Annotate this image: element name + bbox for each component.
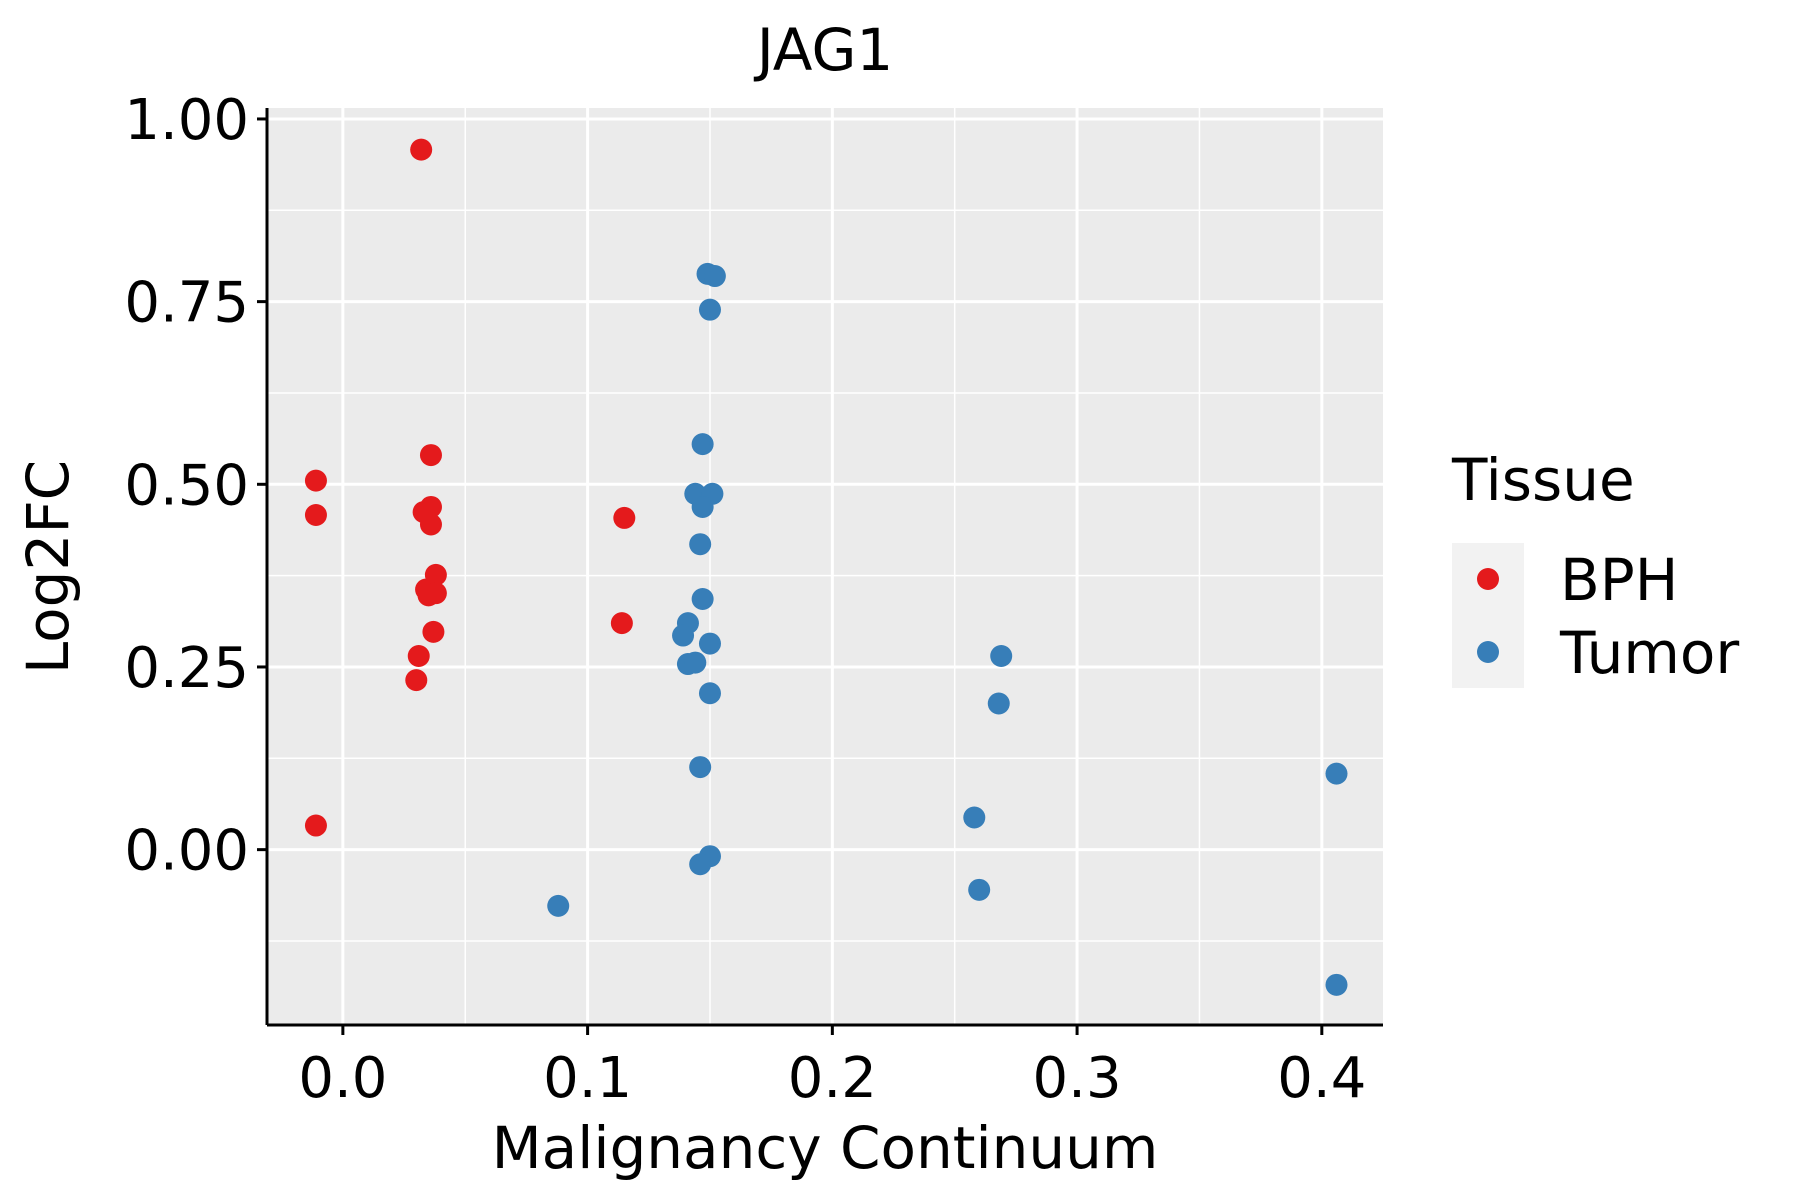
data-point-bph xyxy=(419,495,442,518)
grid-lines xyxy=(267,108,1383,1025)
data-point-bph xyxy=(304,503,327,526)
data-point-bph xyxy=(424,582,447,605)
data-point-tumor xyxy=(689,756,712,779)
plot-panel xyxy=(267,108,1383,1025)
data-point-tumor xyxy=(691,495,714,518)
data-point-tumor xyxy=(987,692,1010,715)
data-point-bph xyxy=(613,506,636,529)
legend-label-tumor: Tumor xyxy=(1559,619,1739,687)
data-point-bph xyxy=(304,814,327,837)
data-point-tumor xyxy=(691,433,714,456)
y-axis-title: Log2FC xyxy=(14,460,82,674)
data-point-tumor xyxy=(691,588,714,611)
data-point-bph xyxy=(419,513,442,536)
x-tick-label: 0.3 xyxy=(1033,1046,1122,1111)
data-point-tumor xyxy=(963,806,986,829)
data-point-bph xyxy=(407,645,430,668)
legend-key-bph xyxy=(1477,568,1499,590)
data-point-bph xyxy=(410,138,433,161)
axes xyxy=(265,108,1383,1027)
data-point-tumor xyxy=(703,265,726,288)
data-point-tumor xyxy=(698,682,721,705)
y-tick-label: 0.50 xyxy=(124,453,249,518)
data-point-tumor xyxy=(1325,973,1348,996)
legend-label-bph: BPH xyxy=(1560,546,1678,614)
y-tick-label: 1.00 xyxy=(124,88,249,153)
legend: Tissue BPH Tumor xyxy=(1451,446,1739,688)
data-point-bph xyxy=(422,620,445,643)
data-point-tumor xyxy=(990,645,1013,668)
legend-key-tumor xyxy=(1477,641,1499,663)
legend-title: Tissue xyxy=(1451,446,1635,514)
data-point-bph xyxy=(610,612,633,635)
data-point-bph xyxy=(304,469,327,492)
legend-key-background xyxy=(1452,543,1524,688)
y-tick-label: 0.00 xyxy=(124,819,249,884)
x-tick-label: 0.1 xyxy=(543,1046,632,1111)
data-point-tumor xyxy=(968,878,991,901)
chart-title: JAG1 xyxy=(754,16,894,84)
data-points xyxy=(304,138,1348,996)
data-point-tumor xyxy=(689,853,712,876)
x-axis-title: Malignancy Continuum xyxy=(492,1114,1159,1182)
data-point-tumor xyxy=(698,632,721,655)
data-point-tumor xyxy=(689,533,712,556)
x-tick-label: 0.4 xyxy=(1277,1046,1366,1111)
data-point-tumor xyxy=(672,624,695,647)
data-point-bph xyxy=(405,669,428,692)
y-tick-label: 0.25 xyxy=(124,636,249,701)
data-point-tumor xyxy=(684,651,707,674)
data-point-bph xyxy=(419,444,442,467)
data-point-tumor xyxy=(698,298,721,321)
axis-ticks: 0.0 0.1 0.2 0.3 0.4 0.00 0.25 0.50 0.75 1.00 xyxy=(124,88,1366,1111)
data-point-tumor xyxy=(1325,762,1348,785)
data-point-tumor xyxy=(547,894,570,917)
x-tick-label: 0.2 xyxy=(788,1046,877,1111)
x-tick-label: 0.0 xyxy=(298,1046,387,1111)
y-tick-label: 0.75 xyxy=(124,271,249,336)
